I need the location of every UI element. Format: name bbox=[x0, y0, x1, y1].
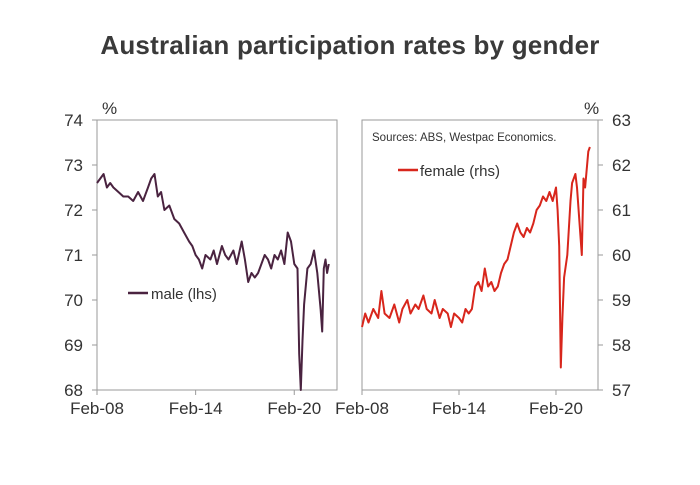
male-ytick-label: 68 bbox=[64, 381, 83, 400]
female-y-axis: 57 58 59 60 61 62 63 bbox=[598, 111, 631, 400]
female-ytick-label: 57 bbox=[612, 381, 631, 400]
female-x-axis: Feb-08 Feb-14 Feb-20 bbox=[335, 390, 583, 418]
male-y-axis: 68 69 70 71 72 73 74 bbox=[64, 111, 97, 400]
male-xtick-label: Feb-14 bbox=[169, 399, 223, 418]
male-legend-label: male (lhs) bbox=[151, 286, 217, 303]
male-series-line bbox=[96, 173, 330, 391]
female-series bbox=[361, 146, 591, 369]
female-ytick-label: 62 bbox=[612, 156, 631, 175]
male-xtick-label: Feb-20 bbox=[267, 399, 321, 418]
male-ytick-label: 70 bbox=[64, 291, 83, 310]
female-ytick-label: 58 bbox=[612, 336, 631, 355]
male-legend: male (lhs) bbox=[128, 286, 217, 303]
female-legend-label: female (rhs) bbox=[420, 163, 500, 180]
male-ytick-label: 74 bbox=[64, 111, 83, 130]
female-ytick-label: 61 bbox=[612, 201, 631, 220]
female-xtick-label: Feb-14 bbox=[432, 399, 486, 418]
female-plot-frame bbox=[361, 119, 599, 391]
male-ytick-label: 69 bbox=[64, 336, 83, 355]
female-ytick-label: 63 bbox=[612, 111, 631, 130]
female-xtick-label: Feb-08 bbox=[335, 399, 389, 418]
female-unit-label: % bbox=[584, 99, 599, 118]
female-ytick-label: 59 bbox=[612, 291, 631, 310]
male-x-axis: Feb-08 Feb-14 Feb-20 bbox=[70, 390, 321, 418]
male-panel: % 68 69 70 71 72 73 74 Feb-08 Feb-14 Feb-20 male… bbox=[64, 99, 338, 418]
male-series bbox=[96, 173, 330, 391]
female-ytick-label: 60 bbox=[612, 246, 631, 265]
male-unit-label: % bbox=[102, 99, 117, 118]
male-ytick-label: 71 bbox=[64, 246, 83, 265]
female-xtick-label: Feb-20 bbox=[529, 399, 583, 418]
female-legend: female (rhs) bbox=[398, 163, 500, 180]
male-ytick-label: 73 bbox=[64, 156, 83, 175]
female-series-line bbox=[361, 146, 591, 369]
female-panel: % Sources: ABS, Westpac Economics. 57585… bbox=[335, 99, 631, 418]
male-plot-frame bbox=[96, 119, 338, 391]
source-note: Sources: ABS, Westpac Economics. bbox=[372, 132, 557, 144]
chart-title: Australian participation rates by gender bbox=[100, 30, 600, 60]
male-ytick-label: 72 bbox=[64, 201, 83, 220]
male-xtick-label: Feb-08 bbox=[70, 399, 124, 418]
